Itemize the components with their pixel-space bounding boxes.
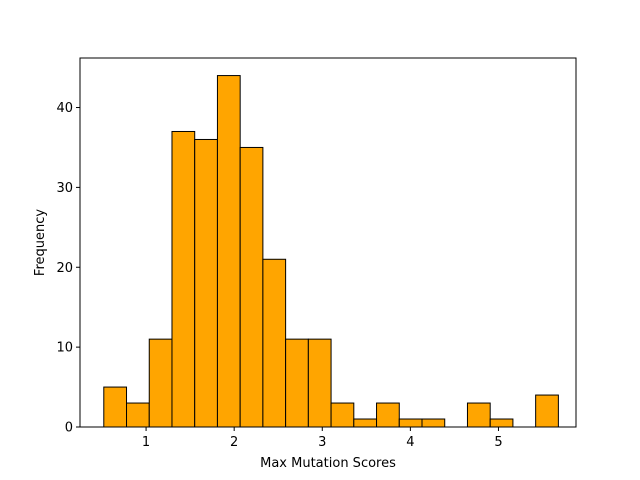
x-tick-label: 2 [230, 435, 238, 450]
plot-frame [79, 57, 577, 428]
y-tick-label: 40 [56, 101, 73, 116]
histogram-bar [285, 338, 309, 428]
y-tick-label: 20 [56, 261, 73, 276]
histogram-bar [262, 258, 287, 428]
histogram-bar [353, 418, 378, 428]
y-tick-label: 10 [56, 341, 73, 356]
histogram-bar [466, 402, 491, 428]
histogram-bar [535, 394, 559, 428]
histogram-bar [194, 138, 218, 428]
bars-group [103, 75, 559, 428]
histogram-bar [239, 146, 264, 428]
y-axis-ticks: 0 10 20 30 40 [56, 101, 80, 436]
histogram-bar [307, 338, 332, 428]
x-axis-ticks: 1 2 3 4 5 [142, 427, 503, 450]
histogram-bar [103, 386, 128, 428]
histogram-bar [171, 130, 196, 428]
histogram-bar [376, 402, 400, 428]
histogram-bar [489, 418, 514, 428]
y-tick-label: 30 [56, 181, 73, 196]
histogram-bar [216, 75, 241, 428]
x-tick-label: 5 [494, 435, 502, 450]
histogram-bar [330, 402, 355, 428]
histogram-bar [126, 402, 150, 428]
x-tick-label: 1 [142, 435, 150, 450]
histogram-bar [148, 338, 173, 428]
histogram-bar [398, 418, 423, 428]
y-tick-label: 0 [65, 421, 73, 436]
x-tick-label: 4 [406, 435, 414, 450]
y-axis-label: Frequency [33, 209, 48, 276]
x-tick-label: 3 [318, 435, 326, 450]
x-axis-label: Max Mutation Scores [260, 456, 396, 471]
histogram-bar [421, 418, 446, 428]
